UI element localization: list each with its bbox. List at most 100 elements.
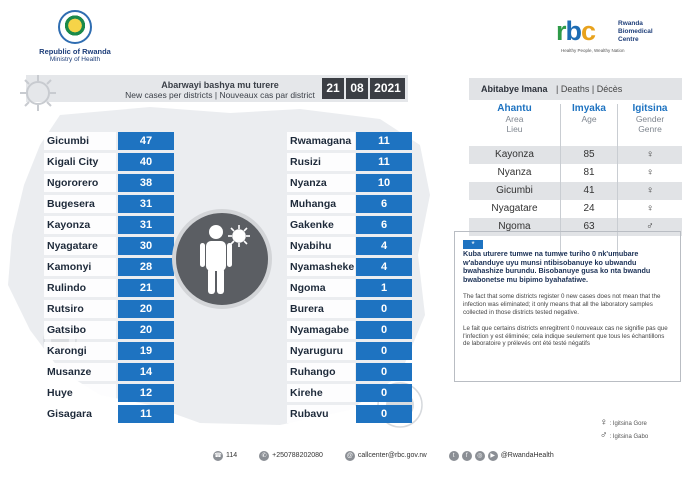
district-cases: 12 [118,384,174,402]
district-name: Nyagatare [44,237,116,255]
district-name: Gakenke [287,216,355,234]
col-header-age: Imyaka Age [572,103,606,125]
district-cases: 21 [118,279,174,297]
rbc-tagline: Healthy People, Wealthy Nation [561,48,625,53]
district-name: Musanze [44,363,116,381]
date-month: 08 [346,78,368,99]
district-name: Nyamasheke [287,258,355,276]
district-name: Bugesera [44,195,116,213]
district-name: Ruhango [287,363,355,381]
death-area: Nyanza [497,167,532,178]
death-area: Ngoma [498,221,531,232]
district-cases: 40 [118,153,174,171]
district-name: Rulindo [44,279,116,297]
rbc-logo-mark: rbc [556,16,596,46]
phone: ✆ +250788202080 [259,450,333,462]
legend-label: : Igitsina Gabo [609,434,649,440]
district-name: Nyaruguru [287,342,355,360]
person-icon [200,225,250,294]
female-icon: ♀ [646,203,654,214]
email-icon: @ [344,451,355,461]
district-cases: 38 [118,174,174,192]
note-text-en: The fact that some districts register 0 … [463,293,661,316]
district-name: Rubavu [287,405,355,423]
district-name: Rutsiro [44,300,116,318]
district-cases: 0 [356,405,412,423]
male-icon: ♂ [600,430,608,441]
district-name: Gisagara [44,405,116,423]
twitter-icon: t [448,451,459,461]
virus-icon [228,225,250,247]
district-cases: 0 [356,300,412,318]
female-icon: ♀ [646,185,654,196]
district-cases: 11 [356,153,412,171]
legend-female: ♀: Igitsina Gore [600,418,647,428]
district-cases: 4 [356,237,412,255]
new-cases-banner: Abarwayi bashya mu turere New cases per … [26,75,408,102]
death-age: 81 [583,167,595,178]
district-cases: 6 [356,216,412,234]
district-name: Nyabihu [287,237,355,255]
district-cases: 47 [118,132,174,150]
asterisk-icon: * [463,240,483,249]
date-year: 2021 [370,78,405,99]
district-name: Rwamagana [287,132,355,150]
district-name: Kamonyi [44,258,116,276]
banner-title-rw: Abarwayi bashya mu turere [161,80,279,90]
district-name: Gatsibo [44,321,116,339]
email[interactable]: @ callcenter@rbc.gov.rw [344,451,427,461]
government-logo: Republic of Rwanda Ministry of Health [36,10,114,63]
contact-footer: ☎ 114 ✆ +250788202080 @ callcenter@rbc.gov.… [213,450,574,462]
note-text-rw: Kuba uturere tumwe na tumwe turiho 0 nk'… [463,249,651,284]
phone-icon: ☎ [213,451,223,461]
deaths-title-en-fr: | Deaths | Décès [556,84,623,94]
district-cases: 11 [356,132,412,150]
district-name: Nyamagabe [287,321,355,339]
death-area: Nyagatare [491,203,538,214]
district-cases: 0 [356,321,412,339]
deaths-panel: Abitabye Imana | Deaths | Décès Ahantu A… [469,78,682,258]
district-cases: 31 [118,216,174,234]
social[interactable]: t f ◎ ▶ @RwandaHealth [448,450,564,462]
district-cases: 11 [118,405,174,423]
district-name: Gicumbi [44,132,116,150]
district-cases: 31 [118,195,174,213]
district-cases: 14 [118,363,174,381]
rbc-name: Rwanda Biomedical Centre [618,20,653,43]
death-age: 85 [583,149,595,160]
col-header-gender: Igitsina Gender Genre [632,103,668,135]
facebook-icon: f [461,451,472,461]
district-name: Kayonza [44,216,116,234]
female-icon: ♀ [646,149,654,160]
district-cases: 4 [356,258,412,276]
district-name: Rusizi [287,153,355,171]
col-header-area: Ahantu Area Lieu [497,103,532,135]
deaths-title-rw: Abitabye Imana [481,84,548,94]
district-cases: 19 [118,342,174,360]
district-cases: 1 [356,279,412,297]
female-icon: ♀ [646,167,654,178]
district-name: Huye [44,384,116,402]
gov-line1: Republic of Rwanda [39,47,111,56]
youtube-icon: ▶ [487,451,498,461]
death-row: Nyagatare 24 ♀ [469,200,682,218]
district-cases: 30 [118,237,174,255]
whatsapp-icon: ✆ [259,451,270,461]
death-area: Kayonza [495,149,534,160]
district-cases: 0 [356,363,412,381]
district-cases: 28 [118,258,174,276]
district-name: Nyanza [287,174,355,192]
district-name: Karongi [44,342,116,360]
district-cases: 20 [118,321,174,339]
banner-title-en-fr: New cases per districts | Nouveaux cas p… [125,90,315,100]
note-text-fr: Le fait que certains districts enregitre… [463,325,668,348]
column-divider [617,104,618,258]
death-row: Gicumbi 41 ♀ [469,182,682,200]
death-age: 63 [583,221,595,232]
male-icon: ♂ [646,221,654,232]
district-name: Muhanga [287,195,355,213]
death-area: Gicumbi [496,185,533,196]
death-row: Kayonza 85 ♀ [469,146,682,164]
person-virus-badge [172,209,272,309]
